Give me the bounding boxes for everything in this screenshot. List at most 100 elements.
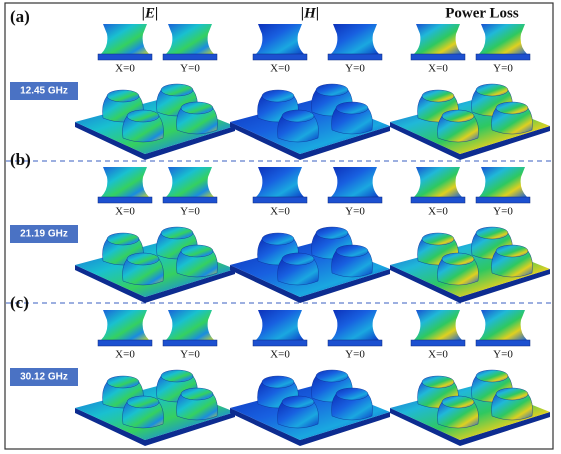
unit-top xyxy=(335,101,369,115)
substrate xyxy=(97,196,153,204)
view-label: X=0 xyxy=(115,349,135,361)
view-label: Y=0 xyxy=(493,349,513,361)
substrate xyxy=(252,53,308,61)
cross-section xyxy=(479,310,527,340)
cross-section xyxy=(331,167,379,197)
unit-top xyxy=(160,369,194,383)
substrate xyxy=(327,53,383,61)
frequency: 21.19 GHz xyxy=(20,229,68,240)
unit-cell xyxy=(277,401,319,429)
substrate xyxy=(162,339,218,347)
cross-section xyxy=(256,24,304,54)
unit-top xyxy=(441,252,475,266)
unit-top xyxy=(281,252,315,266)
substrate xyxy=(410,53,466,61)
unit-top xyxy=(315,226,349,240)
unit-cell xyxy=(437,115,479,143)
cross-section xyxy=(101,167,149,197)
view-label: Y=0 xyxy=(345,63,365,75)
unit-cell xyxy=(491,250,533,278)
unit-top xyxy=(281,109,315,123)
unit-cell xyxy=(122,115,164,143)
view-label: Y=0 xyxy=(180,349,200,361)
unit-cell xyxy=(331,393,373,421)
substrate xyxy=(475,339,531,347)
unit-top xyxy=(180,387,214,401)
unit-cell xyxy=(331,250,373,278)
view-label: Y=0 xyxy=(493,63,513,75)
cross-section xyxy=(166,310,214,340)
cross-section xyxy=(331,310,379,340)
unit-top xyxy=(106,375,140,389)
substrate xyxy=(252,196,308,204)
unit-cell xyxy=(437,258,479,286)
substrate xyxy=(410,339,466,347)
frame xyxy=(4,2,554,450)
substrate xyxy=(327,339,383,347)
cross-section xyxy=(479,24,527,54)
substrate xyxy=(162,196,218,204)
unit-top xyxy=(495,387,529,401)
cross-section xyxy=(414,24,462,54)
cross-section xyxy=(166,24,214,54)
column-header: |H| xyxy=(301,5,319,21)
unit-top xyxy=(335,244,369,258)
view-label: X=0 xyxy=(428,349,448,361)
plate-edge xyxy=(75,265,235,303)
plate-edge xyxy=(75,408,235,446)
unit-top xyxy=(160,83,194,97)
substrate xyxy=(327,196,383,204)
view-label: X=0 xyxy=(428,63,448,75)
unit-top xyxy=(421,89,455,103)
unit-top xyxy=(475,226,509,240)
frequency: 12.45 GHz xyxy=(20,86,68,97)
unit-top xyxy=(315,83,349,97)
unit-top xyxy=(126,252,160,266)
unit-cell xyxy=(277,258,319,286)
unit-cell xyxy=(277,115,319,143)
unit-top xyxy=(421,232,455,246)
cross-section xyxy=(479,167,527,197)
unit-cell xyxy=(491,393,533,421)
view-label: Y=0 xyxy=(345,349,365,361)
substrate xyxy=(97,339,153,347)
cross-section xyxy=(331,24,379,54)
column-header: |E| xyxy=(142,5,159,21)
unit-cell xyxy=(491,107,533,135)
unit-top xyxy=(335,387,369,401)
cross-section xyxy=(256,310,304,340)
cross-section xyxy=(414,310,462,340)
panel-label: (b) xyxy=(10,150,31,169)
cross-section xyxy=(166,167,214,197)
cross-section xyxy=(101,24,149,54)
unit-top xyxy=(180,244,214,258)
substrate xyxy=(410,196,466,204)
frequency-box xyxy=(10,368,78,386)
view-label: Y=0 xyxy=(345,206,365,218)
plate-edge xyxy=(230,265,390,303)
unit-top xyxy=(475,83,509,97)
cross-section xyxy=(256,167,304,197)
view-label: X=0 xyxy=(270,63,290,75)
unit-cell xyxy=(437,401,479,429)
unit-cell xyxy=(176,250,218,278)
substrate xyxy=(475,53,531,61)
unit-top xyxy=(421,375,455,389)
view-label: X=0 xyxy=(115,63,135,75)
frequency-box xyxy=(10,225,78,243)
unit-top xyxy=(261,232,295,246)
cross-section xyxy=(101,310,149,340)
plate-edge xyxy=(390,265,550,303)
view-label: Y=0 xyxy=(180,206,200,218)
unit-top xyxy=(180,101,214,115)
unit-top xyxy=(261,375,295,389)
substrate xyxy=(252,339,308,347)
plate-edge xyxy=(75,122,235,160)
plate-edge xyxy=(230,122,390,160)
unit-top xyxy=(441,109,475,123)
substrate xyxy=(162,53,218,61)
unit-cell xyxy=(176,107,218,135)
unit-top xyxy=(106,89,140,103)
unit-cell xyxy=(122,258,164,286)
frequency: 30.12 GHz xyxy=(20,372,68,383)
